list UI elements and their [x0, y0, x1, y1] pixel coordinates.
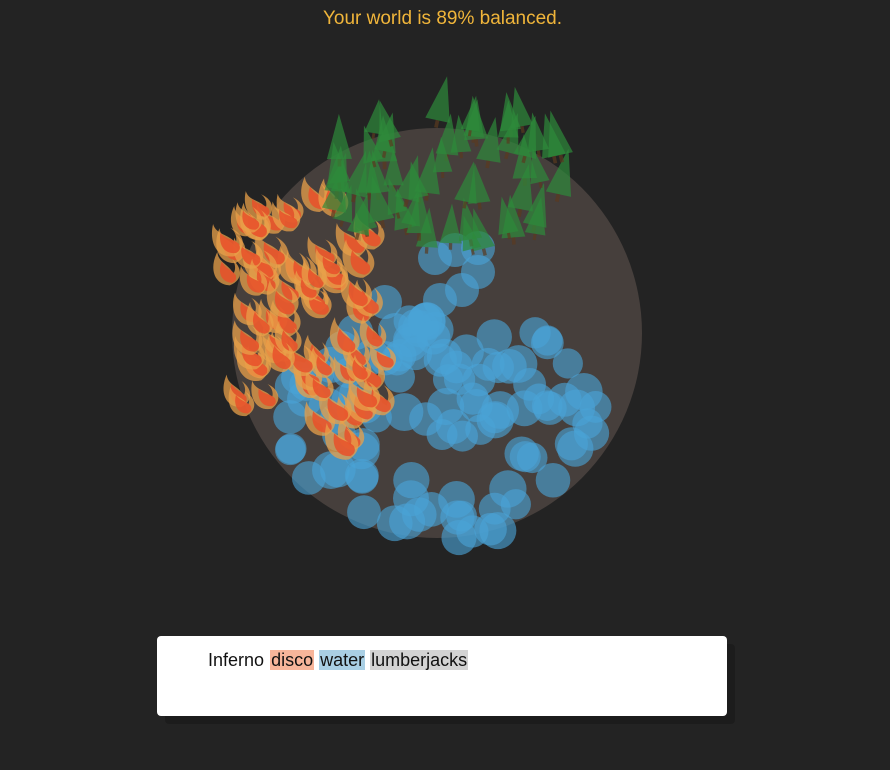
water-blob-icon [523, 383, 555, 415]
flame-icon [346, 350, 372, 383]
flame-icon [213, 251, 240, 286]
water-blob-icon [492, 348, 527, 384]
flame-icon [359, 315, 387, 350]
water-blob-icon [558, 389, 596, 427]
flame-icon [255, 231, 289, 268]
forest-layer [321, 76, 573, 256]
water-blob-icon [385, 393, 424, 432]
flame-icon [329, 317, 360, 356]
water-blob-icon [476, 319, 512, 355]
tree-icon [524, 196, 546, 241]
water-blob-icon [312, 451, 350, 489]
tree-icon [342, 150, 367, 203]
tree-icon [497, 100, 519, 144]
water-blob-icon [500, 489, 531, 520]
flame-icon [348, 377, 381, 411]
flame-icon [283, 340, 316, 376]
tree-icon [406, 187, 432, 241]
tree-icon [369, 175, 395, 229]
flame-icon [228, 386, 255, 416]
tree-icon [498, 196, 519, 240]
word-disco[interactable]: disco [270, 650, 315, 670]
world-sentence: Inferno disco water lumberjacks [207, 650, 469, 671]
water-blob-icon [449, 334, 484, 370]
tree-icon [450, 114, 472, 159]
flame-icon [211, 223, 243, 257]
flame-icon [325, 423, 359, 460]
water-blob-icon [535, 462, 571, 498]
flame-icon [310, 346, 336, 378]
flame-icon [305, 369, 334, 401]
tree-icon [439, 203, 462, 250]
tree-icon [513, 115, 537, 164]
water-blob-icon [504, 436, 539, 471]
fire-layer [211, 176, 397, 460]
tree-icon [460, 95, 480, 137]
sentence-panel: Inferno disco water lumberjacks [157, 636, 727, 716]
flame-icon [266, 279, 299, 318]
flame-icon [265, 335, 295, 373]
tree-icon [454, 161, 477, 209]
word-lumberjacks[interactable]: lumberjacks [370, 650, 469, 670]
world-canvas[interactable] [0, 0, 890, 620]
flame-icon [246, 301, 274, 337]
balance-status: Your world is 89% balanced. [322, 8, 563, 29]
flame-icon [319, 386, 352, 425]
water-blob-icon [552, 348, 583, 379]
flame-icon [300, 286, 332, 319]
tree-icon [462, 215, 482, 255]
water-blob-icon [557, 430, 594, 467]
flame-icon [235, 202, 263, 233]
tree-icon [364, 99, 384, 140]
tree-icon [545, 148, 572, 203]
tree-icon [394, 155, 420, 208]
flame-icon [340, 270, 373, 310]
flame-icon [274, 320, 302, 355]
flame-icon [315, 248, 343, 278]
water-blob-icon [275, 433, 307, 465]
tree-icon [511, 86, 533, 134]
flame-icon [342, 239, 375, 278]
flame-icon [251, 380, 279, 410]
flame-icon [271, 201, 301, 232]
water-blob-icon [347, 495, 381, 530]
water-blob-icon [273, 400, 307, 434]
tree-icon [432, 136, 453, 178]
tree-icon [347, 193, 369, 241]
water-blob-icon [479, 402, 511, 434]
water-blob-icon [416, 320, 451, 355]
tree-icon [425, 76, 450, 128]
water-blob-icon [479, 512, 517, 550]
tree-icon [363, 125, 384, 168]
word-water[interactable]: water [319, 650, 366, 670]
tree-icon [507, 163, 533, 217]
water-blob-icon [389, 503, 426, 540]
water-blob-icon [530, 326, 564, 360]
flame-icon [233, 237, 264, 269]
flame-icon [239, 265, 268, 296]
tree-icon [476, 116, 501, 169]
tree-icon [379, 100, 401, 147]
tree-icon [542, 113, 566, 164]
water-blob-icon [456, 515, 489, 548]
water-blob-icon [436, 409, 471, 444]
word-inferno[interactable]: Inferno [208, 650, 265, 670]
tree-icon [321, 166, 347, 218]
water-blob-icon [462, 363, 496, 397]
